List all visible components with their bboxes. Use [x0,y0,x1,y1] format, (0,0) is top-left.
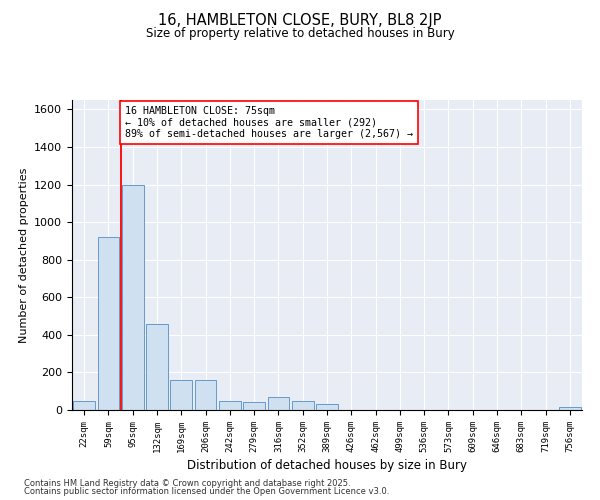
Text: Contains HM Land Registry data © Crown copyright and database right 2025.: Contains HM Land Registry data © Crown c… [24,478,350,488]
Text: 16 HAMBLETON CLOSE: 75sqm
← 10% of detached houses are smaller (292)
89% of semi: 16 HAMBLETON CLOSE: 75sqm ← 10% of detac… [125,106,413,139]
Text: Contains public sector information licensed under the Open Government Licence v3: Contains public sector information licen… [24,487,389,496]
Bar [292,400,314,410]
Bar [219,400,241,410]
Y-axis label: Number of detached properties: Number of detached properties [19,168,29,342]
Bar [146,324,168,410]
Bar [170,380,192,410]
Bar [316,404,338,410]
Text: 16, HAMBLETON CLOSE, BURY, BL8 2JP: 16, HAMBLETON CLOSE, BURY, BL8 2JP [158,12,442,28]
Text: Size of property relative to detached houses in Bury: Size of property relative to detached ho… [146,28,454,40]
Bar [194,380,217,410]
Bar [97,237,119,410]
Bar [559,407,581,410]
Bar [268,397,289,410]
X-axis label: Distribution of detached houses by size in Bury: Distribution of detached houses by size … [187,459,467,472]
Bar [243,402,265,410]
Bar [122,184,143,410]
Bar [73,400,95,410]
